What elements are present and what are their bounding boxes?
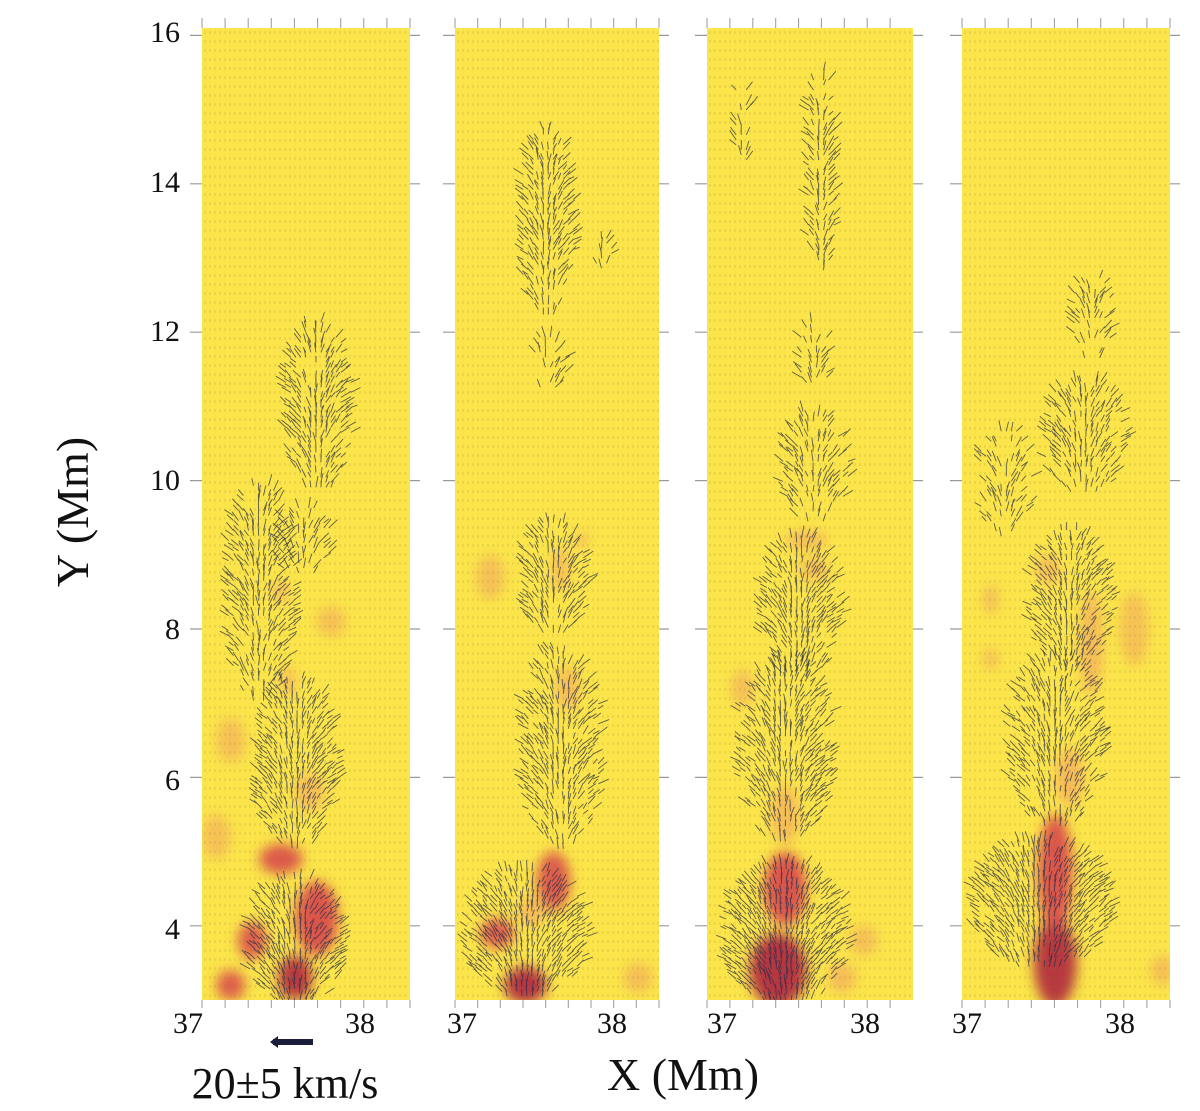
arrow-flow-1 bbox=[248, 671, 347, 849]
panel-ticks bbox=[695, 18, 923, 1008]
arrow-flow-0 bbox=[239, 868, 351, 1000]
intensity-blob bbox=[849, 925, 878, 956]
panel-ticks bbox=[190, 18, 420, 1008]
panel-plot-area bbox=[202, 31, 406, 1000]
x-axis: 37 38 37 38 37 38 37 38 bbox=[173, 1007, 1135, 1040]
velocity-arrows bbox=[457, 120, 620, 997]
arrow-flow-1 bbox=[730, 647, 842, 842]
panels bbox=[190, 18, 1180, 1008]
y-tick-marks bbox=[190, 34, 420, 927]
arrow-flow-4 bbox=[528, 325, 576, 388]
arrow-flow-2 bbox=[1021, 522, 1121, 671]
panel-2 bbox=[443, 18, 669, 1008]
intensity-blob bbox=[785, 531, 828, 549]
arrow-flow-5 bbox=[729, 81, 759, 161]
intensity-blob bbox=[273, 580, 289, 604]
panel-plot-area bbox=[457, 31, 659, 1000]
tick-marks bbox=[201, 18, 411, 1008]
velocity-arrows bbox=[716, 61, 858, 1000]
y-tick-label-8: 8 bbox=[165, 613, 180, 646]
intensity-blob bbox=[259, 844, 303, 874]
arrow-grid bbox=[204, 31, 406, 997]
arrow-flow-3 bbox=[772, 400, 858, 522]
arrow-flow-6 bbox=[791, 312, 836, 383]
arrow-flow-3 bbox=[275, 312, 361, 488]
x-tick-label-p4-37: 37 bbox=[952, 1007, 982, 1040]
y-tick-label-6: 6 bbox=[165, 764, 180, 797]
panel-ticks bbox=[443, 18, 669, 1008]
arrow-flow-4 bbox=[269, 496, 338, 574]
panel-4 bbox=[950, 18, 1180, 1008]
scale-label: 20±5 km/s bbox=[192, 1059, 379, 1108]
velocity-arrows bbox=[219, 312, 361, 1000]
tick-marks bbox=[961, 18, 1171, 1008]
arrow-flow-4 bbox=[1064, 269, 1120, 359]
panel-background bbox=[707, 28, 913, 1000]
arrow-flow-0 bbox=[457, 859, 598, 997]
intensity-blob bbox=[316, 606, 346, 637]
intensity-blob bbox=[476, 554, 505, 600]
y-axis-title: Y (Mm) bbox=[47, 437, 98, 587]
arrow-flow-4 bbox=[798, 61, 843, 271]
y-tick-marks bbox=[950, 34, 1180, 927]
y-tick-marks bbox=[443, 34, 669, 927]
x-tick-label-p4-38: 38 bbox=[1105, 1007, 1135, 1040]
intensity-blob bbox=[216, 718, 246, 763]
arrow-flow-3 bbox=[1036, 370, 1137, 492]
y-tick-label-16: 16 bbox=[150, 16, 180, 49]
intensity-blob bbox=[1055, 747, 1084, 808]
panel-3 bbox=[695, 18, 923, 1008]
intensity-blob bbox=[202, 814, 231, 860]
arrow-flow-2 bbox=[219, 474, 304, 701]
intensity-blob bbox=[480, 918, 515, 949]
panel-plot-area bbox=[963, 31, 1170, 1000]
y-tick-label-10: 10 bbox=[150, 464, 180, 497]
intensity-blob bbox=[983, 647, 998, 670]
x-tick-label-p2-37: 37 bbox=[447, 1007, 477, 1040]
x-tick-label-p3-37: 37 bbox=[707, 1007, 737, 1040]
x-tick-label-p3-38: 38 bbox=[850, 1007, 880, 1040]
tick-marks bbox=[454, 18, 660, 1008]
intensity-blob bbox=[552, 547, 569, 592]
arrow-flow-2 bbox=[515, 512, 599, 633]
intensity-blob bbox=[983, 584, 998, 615]
arrow-flow-3 bbox=[513, 120, 583, 315]
y-tick-label-14: 14 bbox=[150, 166, 180, 199]
intensity-blob bbox=[1119, 591, 1149, 667]
arrow-grid-marks bbox=[204, 31, 406, 997]
panel-1 bbox=[190, 18, 420, 1008]
scale-arrow bbox=[273, 1039, 313, 1045]
arrow-flow-2 bbox=[752, 525, 852, 678]
y-tick-marks bbox=[695, 34, 923, 927]
panel-background bbox=[202, 28, 410, 1000]
x-tick-label-p1-38: 38 bbox=[345, 1007, 375, 1040]
tick-marks bbox=[706, 18, 891, 1008]
x-tick-label-p1-37: 37 bbox=[173, 1007, 203, 1040]
intensity-blob bbox=[731, 669, 754, 707]
intensity-blob bbox=[574, 532, 589, 548]
arrow-flow-5 bbox=[592, 229, 620, 269]
intensity-blob bbox=[1079, 591, 1103, 696]
scale-arrow-head-icon bbox=[270, 1036, 278, 1048]
arrow-flow-1 bbox=[1000, 646, 1112, 827]
arrow-flow-1 bbox=[513, 641, 610, 849]
panel-ticks bbox=[950, 18, 1180, 1008]
intensity-blob bbox=[280, 666, 296, 696]
y-tick-label-12: 12 bbox=[150, 315, 180, 348]
y-axis: 16 14 12 10 8 6 4 bbox=[150, 16, 180, 946]
x-axis-title: X (Mm) bbox=[607, 1049, 759, 1100]
intensity-blob bbox=[1151, 955, 1170, 986]
arrow-flow-0 bbox=[716, 853, 858, 1000]
arrow-flow-0 bbox=[963, 829, 1121, 968]
arrow-flow-5 bbox=[973, 420, 1043, 537]
velocity-scale: 20±5 km/s bbox=[192, 1036, 379, 1108]
velocity-arrows bbox=[963, 269, 1137, 968]
panel-plot-area bbox=[709, 31, 911, 1000]
intensity-blob bbox=[216, 970, 246, 1000]
y-tick-label-4: 4 bbox=[165, 913, 180, 946]
x-tick-label-p2-38: 38 bbox=[597, 1007, 627, 1040]
